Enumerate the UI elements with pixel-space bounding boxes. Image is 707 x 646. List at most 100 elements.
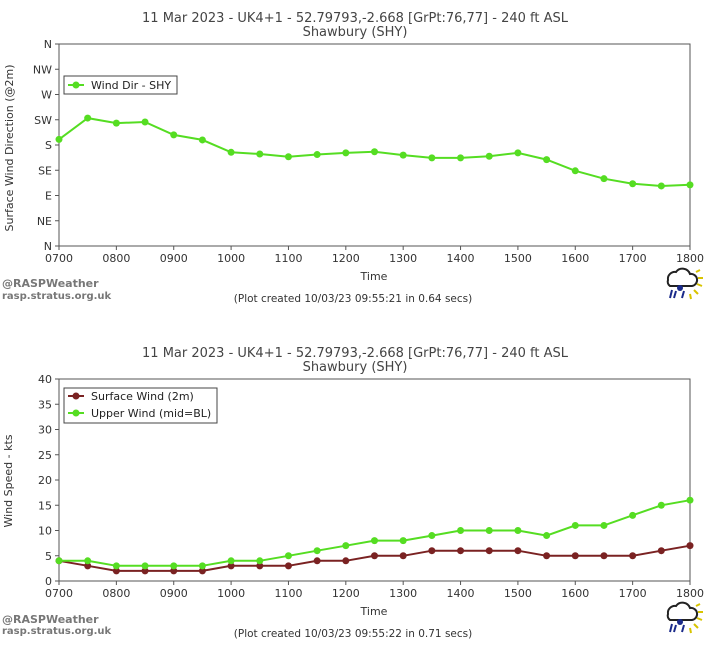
data-point [428,532,436,540]
x-tick-label: 1600 [561,252,589,265]
x-tick-label: 0800 [102,252,130,265]
y-tick-label: 30 [38,424,52,437]
data-point [141,562,149,570]
rasp-logo-icon [666,601,703,634]
legend: Wind Dir - SHY [63,75,178,95]
data-point [84,114,92,122]
x-axis-label: Time [360,605,388,618]
y-tick-label: N [44,38,52,51]
data-point [342,542,350,550]
data-point [141,118,149,126]
x-tick-label: 0700 [45,587,73,600]
x-axis-label: Time [360,270,388,283]
data-point [313,557,321,565]
y-tick-label: 5 [45,550,52,563]
rasp-logo-icon [666,267,703,300]
data-point [55,557,63,565]
data-point [112,562,120,570]
data-point [84,562,92,570]
data-point [313,547,321,555]
data-point [284,552,292,560]
y-tick-label: N [44,240,52,253]
x-tick-label: 1200 [332,587,360,600]
data-point [198,136,206,144]
x-tick-label: 1300 [389,587,417,600]
data-point [112,567,120,575]
x-tick-label: 1400 [447,252,475,265]
data-point [600,552,608,560]
chart-title: 11 Mar 2023 - UK4+1 - 52.79793,-2.668 [G… [142,346,569,361]
wind-speed-chart: 11 Mar 2023 - UK4+1 - 52.79793,-2.668 [G… [2,346,704,640]
data-point [571,167,579,175]
data-point [543,552,551,560]
data-point [686,181,694,189]
x-tick-label: 1800 [676,252,704,265]
y-tick-label: SW [34,114,52,127]
credit-handle: @RASPWeather [2,277,99,290]
x-tick-label: 0700 [45,252,73,265]
x-tick-label: 1700 [619,587,647,600]
data-point [55,135,63,143]
y-tick-label: 0 [45,575,52,588]
data-point [198,567,206,575]
data-point [686,542,694,550]
data-point [485,527,493,534]
data-point [485,152,493,160]
y-tick-label: 20 [38,474,52,487]
x-tick-label: 1000 [217,587,245,600]
x-tick-label: 0900 [160,252,188,265]
data-point [629,552,637,560]
data-point [227,562,235,570]
legend-label: Upper Wind (mid=BL) [91,407,211,420]
chart-subtitle: Shawbury (SHY) [303,360,408,375]
y-tick-label: 35 [38,398,52,411]
credit-handle: @RASPWeather [2,613,99,626]
y-tick-label: NE [37,215,52,228]
data-point [170,567,178,575]
data-point [629,180,637,188]
data-point [571,552,579,560]
data-point [342,557,350,565]
credit-url: rasp.stratus.org.uk [2,291,112,302]
plot-frame [58,43,691,247]
y-tick-label: SE [38,164,52,177]
data-point [571,521,579,529]
x-tick-label: 1500 [504,252,532,265]
legend-marker [72,81,80,89]
x-tick-label: 1100 [274,587,302,600]
data-point [543,532,551,540]
plot-footer: (Plot created 10/03/23 09:55:21 in 0.64 … [234,293,472,305]
data-point [457,154,465,162]
y-tick-label: 40 [38,373,52,386]
data-point [313,151,321,159]
data-point [198,562,206,570]
credit-url: rasp.stratus.org.uk [2,626,112,637]
y-axis-label: Surface Wind Direction (@2m) [3,64,16,231]
x-tick-label: 1500 [504,587,532,600]
y-tick-label: 15 [38,499,52,512]
data-point [514,149,522,157]
chart-subtitle: Shawbury (SHY) [303,25,408,40]
data-point [657,501,665,509]
legend: Surface Wind (2m) Upper Wind (mid=BL) [63,387,218,424]
data-point [227,148,235,156]
y-tick-label: W [41,89,52,102]
chart-title: 11 Mar 2023 - UK4+1 - 52.79793,-2.668 [G… [142,11,569,26]
data-point [371,537,378,545]
x-tick-label: 1600 [561,587,589,600]
data-point [170,131,178,139]
data-point [600,521,608,529]
data-point [543,156,551,164]
legend-marker [72,392,80,400]
data-point [428,154,436,162]
legend-marker [72,409,80,417]
plot-footer: (Plot created 10/03/23 09:55:22 in 0.71 … [234,628,472,640]
y-tick-label: 10 [38,525,52,538]
data-point [629,511,637,519]
x-tick-label: 1100 [274,252,302,265]
data-point [342,149,350,157]
data-point [399,552,407,560]
data-point [141,567,149,575]
x-tick-label: 1400 [447,587,475,600]
